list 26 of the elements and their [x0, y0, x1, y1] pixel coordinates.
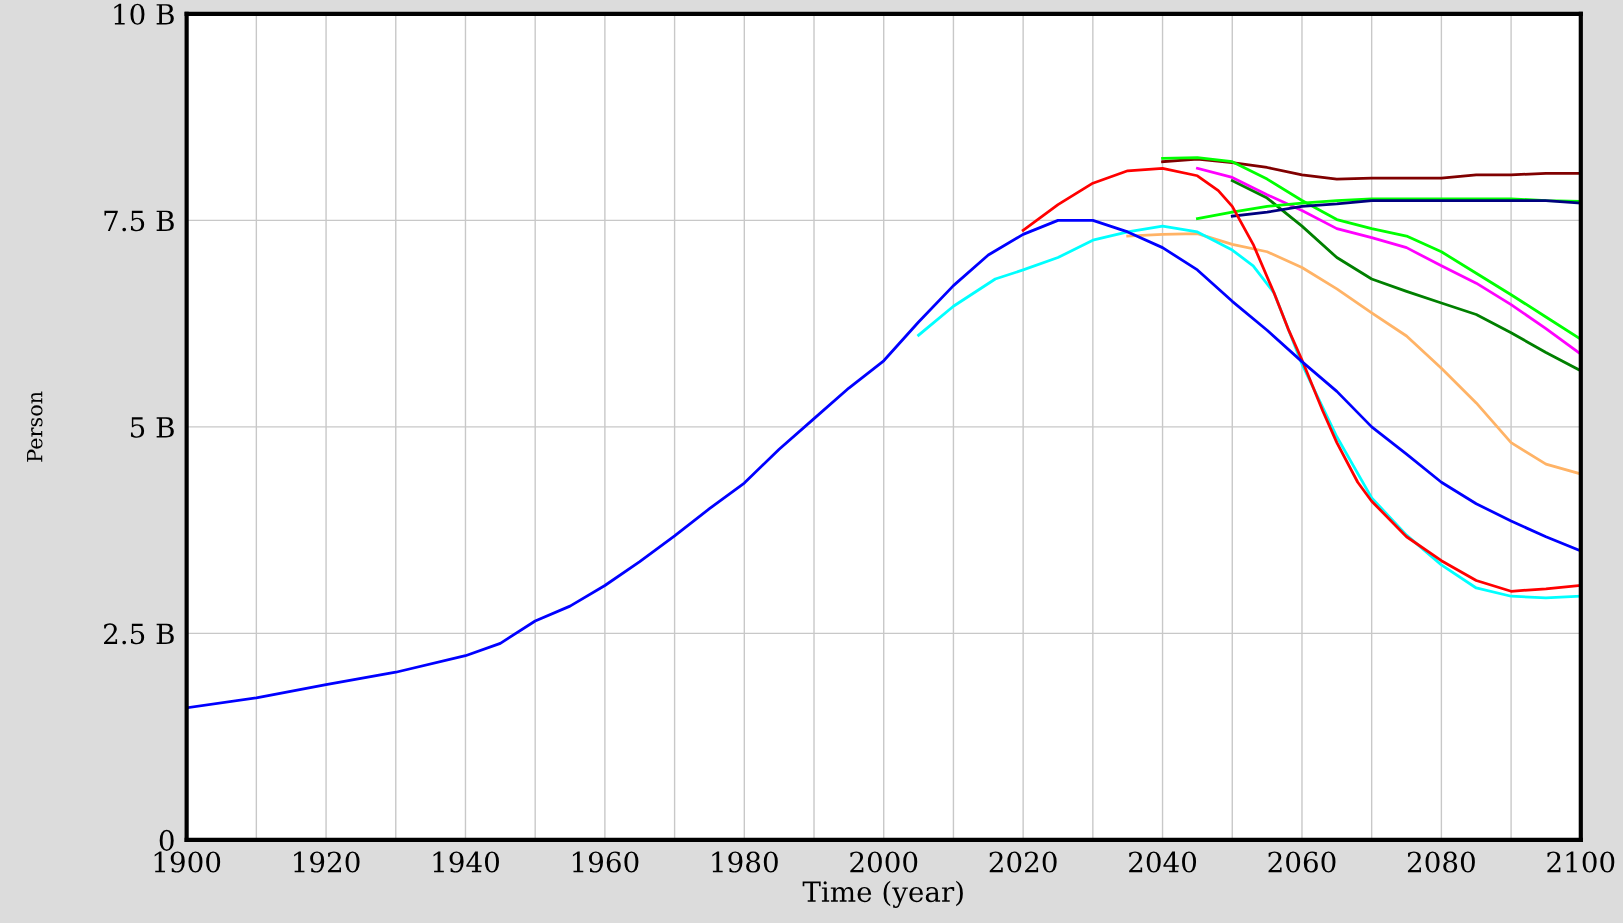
- line-series: [1230, 179, 1581, 373]
- line-series: [186, 218, 1581, 710]
- y-tick-label: 5 B: [130, 417, 174, 438]
- line-series: [1196, 166, 1581, 356]
- y-tick-label: 10 B: [114, 3, 174, 25]
- line-series: [1230, 199, 1581, 218]
- x-tick-label: 2020: [989, 851, 1057, 873]
- x-tick-label: 2060: [1268, 851, 1336, 873]
- line-series: [1021, 166, 1581, 593]
- y-axis-title: Person: [27, 391, 43, 462]
- y-tick-label: 2.5 B: [104, 623, 174, 645]
- line-series: [1161, 157, 1581, 181]
- x-tick-label: 2100: [1547, 851, 1615, 873]
- x-tick-label: 2000: [850, 851, 918, 873]
- y-tick-label: 7.5 B: [104, 210, 174, 232]
- line-series: [1161, 156, 1581, 341]
- x-tick-label: 1900: [154, 851, 221, 873]
- x-tick-label: 1920: [294, 851, 360, 873]
- x-tick-label: 2080: [1407, 851, 1475, 873]
- x-tick-label: 1980: [712, 851, 778, 873]
- line-series: [1126, 232, 1581, 476]
- x-tick-label: 1940: [433, 851, 499, 873]
- y-tick-label: 0: [159, 829, 174, 851]
- x-axis-title: Time (year): [802, 880, 963, 908]
- x-tick-label: 1960: [572, 851, 639, 873]
- x-tick-label: 2040: [1129, 851, 1197, 873]
